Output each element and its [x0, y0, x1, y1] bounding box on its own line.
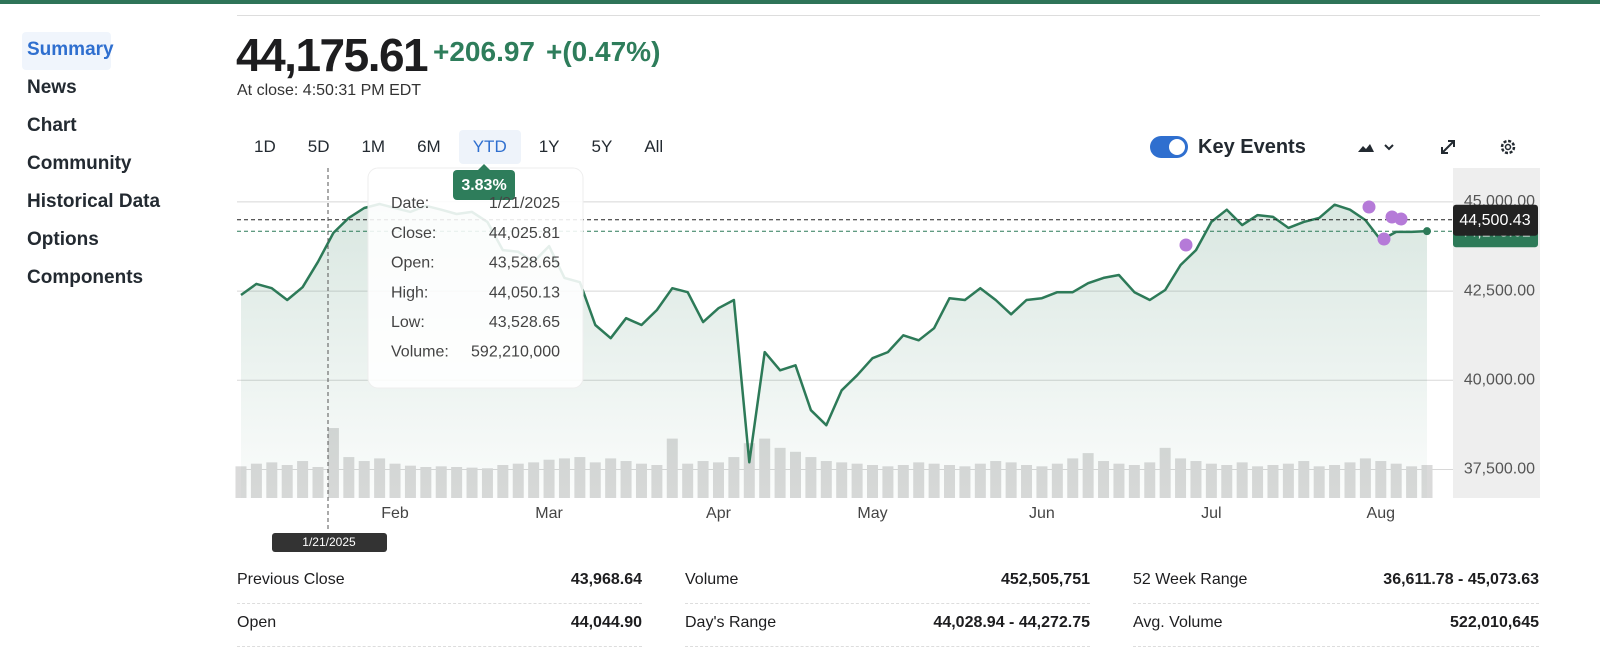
x-tick-label: Mar: [535, 505, 563, 522]
stat-label: Previous Close: [237, 571, 345, 588]
tooltip-change: 3.83%: [461, 177, 506, 194]
nav-item[interactable]: Summary: [22, 32, 114, 70]
tooltip-badge: [453, 170, 515, 200]
side-nav: Summary News Chart Community Historical Data…: [22, 32, 202, 298]
stat-label: Open: [237, 614, 277, 631]
x-tick-label: Aug: [1367, 505, 1395, 522]
stat-label: Avg. Volume: [1133, 614, 1223, 631]
y-tick-label: 42,500.00: [1464, 282, 1535, 299]
reference-label: 44,500.43: [1459, 212, 1530, 229]
stat-label: Volume: [685, 571, 739, 588]
event-dot[interactable]: [1394, 212, 1408, 226]
key-events-toggle[interactable]: [1150, 136, 1188, 158]
stat-row: Volume 452,505,751: [685, 562, 1090, 604]
range-selector: 1D 5D 1M 6M YTD 1Y 5Y All: [240, 130, 681, 164]
settings-icon-center: [1504, 143, 1512, 151]
tooltip-value: 43,528.65: [489, 314, 560, 331]
stat-value: 452,505,751: [1001, 571, 1090, 588]
price-change-percent: +(0.47%): [546, 36, 661, 67]
expand-icon[interactable]: [1441, 140, 1455, 154]
top-bar: [0, 0, 1600, 4]
crosshair-date-box: [272, 533, 387, 552]
tooltip-label: Low:: [391, 314, 425, 331]
stat-value: 36,611.78 - 45,073.63: [1383, 571, 1539, 588]
key-events: [1179, 200, 1408, 252]
divider: [237, 15, 1540, 16]
stat-row: Avg. Volume 522,010,645: [1133, 605, 1539, 647]
stats-table: Previous Close 43,968.64 Volume 452,505,751…: [237, 562, 1540, 648]
range-button[interactable]: 6M: [417, 137, 441, 156]
stat-row: Open 44,044.90: [237, 605, 642, 647]
range-button[interactable]: 5Y: [591, 137, 613, 156]
toolbar-icons: [1358, 139, 1516, 155]
nav-item[interactable]: Historical Data: [27, 191, 161, 212]
y-tick-label: 37,500.00: [1464, 461, 1535, 478]
chart: 1/21/2025 3.83% Date: 1/21/2025 Close: 44,0…: [235, 139, 1540, 552]
reference-label-box: [1453, 204, 1538, 236]
tooltip-value: 1/21/2025: [489, 195, 560, 212]
range-button[interactable]: 1Y: [538, 137, 560, 156]
range-button[interactable]: 5D: [307, 137, 330, 156]
tooltip-value: 43,528.65: [489, 255, 560, 272]
chart-type-icon[interactable]: [1358, 144, 1374, 152]
tooltip-label: Volume:: [391, 344, 449, 361]
stat-value: 43,968.64: [570, 571, 642, 588]
x-tick-label: May: [857, 505, 887, 522]
close-time: At close: 4:50:31 PM EDT: [237, 82, 422, 99]
tooltip-label: Open:: [391, 255, 435, 272]
range-button[interactable]: 1D: [254, 137, 276, 156]
tooltip-value: 44,025.81: [489, 225, 560, 242]
tooltip-label: High:: [391, 284, 428, 301]
tooltip-label: Close:: [391, 225, 436, 242]
tooltip-value: 44,050.13: [489, 284, 560, 301]
event-dot[interactable]: [1362, 200, 1376, 214]
range-button[interactable]: YTD: [458, 130, 521, 164]
tooltip-value: 592,210,000: [471, 344, 560, 361]
tooltip: 3.83% Date: 1/21/2025 Close: 44,025.81 Open:…: [367, 164, 584, 389]
stat-value: 522,010,645: [1450, 614, 1539, 631]
nav-item[interactable]: Options: [27, 229, 99, 250]
stat-label: 52 Week Range: [1133, 571, 1248, 588]
x-tick-label: Jul: [1201, 505, 1221, 522]
event-dot[interactable]: [1377, 232, 1391, 246]
stat-row: 52 Week Range 36,611.78 - 45,073.63: [1133, 562, 1539, 604]
x-tick-label: Apr: [706, 505, 732, 522]
stat-value: 44,028.94 - 44,272.75: [933, 614, 1090, 631]
nav-item[interactable]: Chart: [27, 115, 77, 136]
nav-item[interactable]: News: [27, 77, 77, 98]
tooltip-box: [367, 167, 584, 389]
price: 44,175.61: [236, 29, 429, 81]
nav-item[interactable]: Components: [27, 267, 144, 288]
y-tick-label: 40,000.00: [1464, 371, 1535, 388]
x-tick-label: Feb: [381, 505, 409, 522]
settings-icon[interactable]: [1500, 139, 1516, 155]
tooltip-label: Date:: [391, 195, 429, 212]
stat-row: Previous Close 43,968.64: [237, 562, 642, 604]
range-button[interactable]: 1M: [361, 137, 386, 156]
stat-row: Day's Range 44,028.94 - 44,272.75: [685, 605, 1090, 647]
tooltip-badge-arrow: [478, 164, 490, 170]
x-tick-label: Jun: [1029, 505, 1055, 522]
nav-item[interactable]: Community: [27, 153, 132, 174]
stat-label: Day's Range: [685, 614, 777, 631]
price-change: +206.97: [433, 36, 535, 67]
stat-value: 44,044.90: [570, 614, 642, 631]
dropdown-icon[interactable]: [1384, 144, 1394, 151]
crosshair-date: 1/21/2025: [302, 535, 356, 549]
key-events-label: Key Events: [1198, 136, 1306, 158]
range-button[interactable]: All: [644, 137, 664, 156]
event-dot[interactable]: [1179, 238, 1193, 252]
